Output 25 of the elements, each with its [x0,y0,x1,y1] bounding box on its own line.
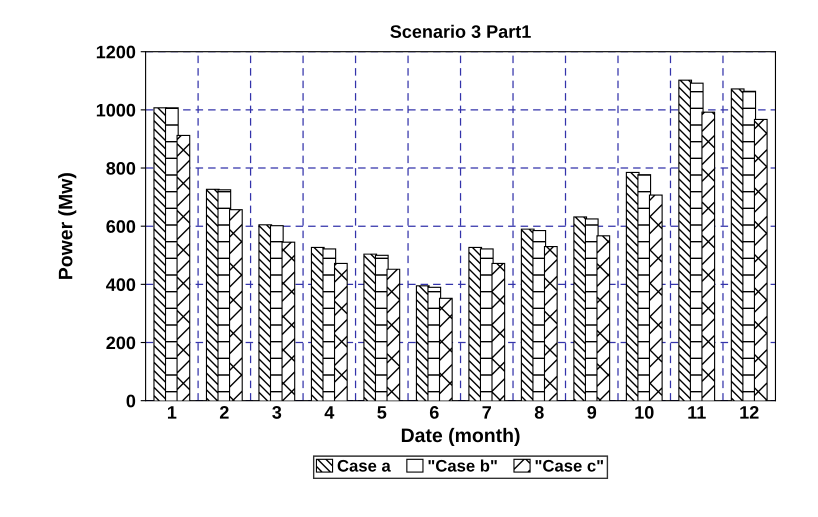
y-tick-label: 600 [106,220,136,233]
x-tick-label: 4 [324,406,334,419]
x-tick-label: 10 [635,406,654,419]
x-tick-label: 7 [482,406,492,419]
x-tick-label: 2 [220,406,229,419]
x-tick-label: 6 [430,406,439,419]
y-tick-label: 0 [126,394,136,408]
x-tick-label: 11 [688,406,706,419]
x-tick-label: 12 [740,406,759,419]
legend-label: "Case b" [428,459,497,472]
y-axis-title: Power (Mw) [58,173,76,279]
x-tick-label: 1 [168,406,176,419]
x-tick-label: 3 [272,406,282,419]
chart-title: Scenario 3 Part1 [390,24,531,38]
x-tick-label: 5 [377,406,386,419]
y-tick-label: 1000 [96,104,136,117]
legend-label: "Case c" [536,460,603,472]
x-tick-label: 8 [534,406,544,419]
x-axis-title: Date (month) [402,428,520,446]
y-tick-label: 200 [106,336,136,350]
y-tick-label: 400 [106,278,136,292]
y-tick-label: 1200 [96,46,136,58]
x-tick-label: 9 [587,406,596,419]
legend-label: Case a [338,460,391,472]
y-tick-label: 800 [106,162,136,175]
